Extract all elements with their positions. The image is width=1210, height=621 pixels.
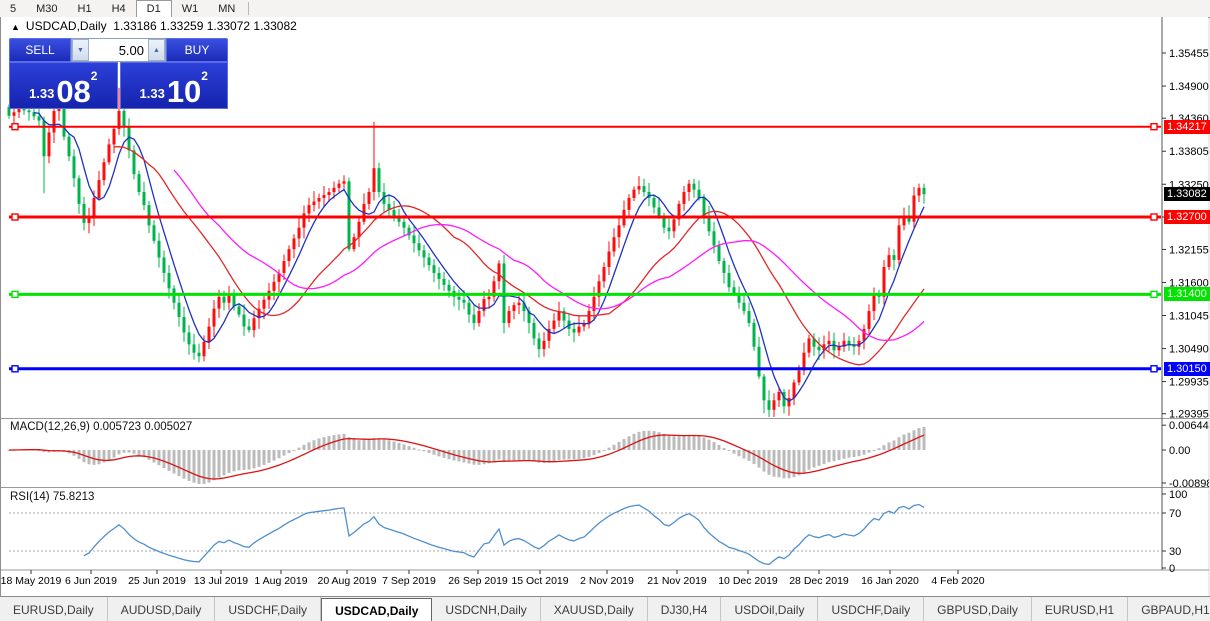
tab-usdchf-daily[interactable]: USDCHF,Daily xyxy=(215,597,322,621)
chart-tab-bar: EURUSD,Daily AUDUSD,Daily USDCHF,Daily USDC… xyxy=(0,596,1210,621)
buy-price-prefix: 1.33 xyxy=(139,86,165,101)
svg-text:1.32155: 1.32155 xyxy=(1169,244,1209,256)
svg-text:2 Nov 2019: 2 Nov 2019 xyxy=(580,575,634,587)
current-price-label: 1.33082 xyxy=(1164,187,1210,202)
chart-ohlc-values: 1.33186 1.33259 1.33072 1.33082 xyxy=(113,19,297,33)
tab-audusd-daily[interactable]: AUDUSD,Daily xyxy=(108,597,216,621)
svg-text:21 Nov 2019: 21 Nov 2019 xyxy=(647,575,707,587)
timeframe-button-MN[interactable]: MN xyxy=(218,2,236,15)
buy-price-display[interactable]: 1.33 10 2 xyxy=(119,62,228,109)
svg-text:0: 0 xyxy=(1169,563,1175,575)
sell-button[interactable]: SELL xyxy=(9,38,71,62)
tab-eurusd-daily[interactable]: EURUSD,Daily xyxy=(0,597,108,621)
svg-text:1.30490: 1.30490 xyxy=(1169,344,1209,356)
svg-text:30: 30 xyxy=(1169,546,1181,558)
timeframe-button-M30[interactable]: M30 xyxy=(36,2,58,15)
timeframe-button-H4[interactable]: H4 xyxy=(111,2,126,15)
tab-usdcnh-daily[interactable]: USDCNH,Daily xyxy=(432,597,541,621)
macd-indicator-label: MACD(12,26,9) 0.005723 0.005027 xyxy=(10,421,193,433)
tab-xauusd-daily[interactable]: XAUUSD,Daily xyxy=(541,597,648,621)
hline-price-label: 1.34217 xyxy=(1164,119,1210,134)
svg-text:70: 70 xyxy=(1169,508,1181,520)
timeframe-button-H1[interactable]: H1 xyxy=(77,2,92,15)
hline-price-label: 1.30150 xyxy=(1164,361,1210,376)
sell-price-prefix: 1.33 xyxy=(29,86,55,101)
tab-gbpaud-h1[interactable]: GBPAUD,H1 xyxy=(1128,597,1210,621)
volume-increase-button[interactable]: ▲ xyxy=(148,39,165,61)
toolbar-separator xyxy=(248,2,250,15)
svg-text:16 Jan 2020: 16 Jan 2020 xyxy=(861,575,919,587)
timeframe-button-5[interactable]: 5 xyxy=(10,2,17,15)
svg-text:10 Dec 2019: 10 Dec 2019 xyxy=(718,575,778,587)
hline-price-label: 1.32700 xyxy=(1164,210,1210,224)
timeframe-toolbar: 5 M30 H1 H4 D1 W1 MN xyxy=(0,0,1210,18)
collapse-icon[interactable]: ▲ xyxy=(11,22,20,32)
svg-text:1.29935: 1.29935 xyxy=(1169,377,1209,389)
hline-price-label: 1.31400 xyxy=(1164,287,1210,302)
svg-text:6 Jun 2019: 6 Jun 2019 xyxy=(65,575,117,587)
tab-usdchf-daily[interactable]: USDCHF,Daily xyxy=(818,597,925,621)
svg-text:15 Oct 2019: 15 Oct 2019 xyxy=(511,575,568,587)
timeframe-button-W1[interactable]: W1 xyxy=(181,2,199,15)
chart-title: ▲ USDCAD,Daily 1.33186 1.33259 1.33072 1.… xyxy=(11,19,297,33)
timeframe-button-D1[interactable]: D1 xyxy=(135,0,172,17)
svg-text:28 Dec 2019: 28 Dec 2019 xyxy=(789,575,849,587)
svg-text:1.31600: 1.31600 xyxy=(1169,277,1209,289)
rsi-indicator-label: RSI(14) 75.8213 xyxy=(10,491,95,503)
sell-price-main: 08 xyxy=(56,73,91,109)
sell-price-pip: 2 xyxy=(90,69,98,83)
svg-text:25 Jun 2019: 25 Jun 2019 xyxy=(128,575,186,587)
tab-usdoil-daily[interactable]: USDOil,Daily xyxy=(721,597,819,621)
svg-text:1.29395: 1.29395 xyxy=(1169,409,1209,421)
svg-text:20 Aug 2019: 20 Aug 2019 xyxy=(318,575,377,587)
svg-text:0.00: 0.00 xyxy=(1169,445,1190,457)
svg-text:-0.008982: -0.008982 xyxy=(1169,478,1209,490)
volume-decrease-button[interactable]: ▼ xyxy=(72,39,89,61)
svg-text:26 Sep 2019: 26 Sep 2019 xyxy=(448,575,508,587)
svg-text:1 Aug 2019: 1 Aug 2019 xyxy=(254,575,307,587)
svg-text:1.31045: 1.31045 xyxy=(1169,311,1209,323)
svg-text:1.34900: 1.34900 xyxy=(1169,81,1209,93)
sell-price-display[interactable]: 1.33 08 2 xyxy=(9,62,118,109)
chart-area: 1.354551.349001.343601.338051.332501.327… xyxy=(0,17,1210,596)
tab-eurusd-h1[interactable]: EURUSD,H1 xyxy=(1032,597,1129,621)
tab-usdcad-daily[interactable]: USDCAD,Daily xyxy=(321,598,433,621)
buy-price-main: 10 xyxy=(166,73,202,109)
svg-text:4 Feb 2020: 4 Feb 2020 xyxy=(931,575,984,587)
one-click-trading-panel: SELL ▼ ▲ BUY 1.33 08 2 1.33 10 2 xyxy=(9,38,228,109)
buy-price-pip: 2 xyxy=(201,69,208,83)
chart-canvas: 1.354551.349001.343601.338051.332501.327… xyxy=(1,17,1209,587)
tab-gbpusd-daily[interactable]: GBPUSD,Daily xyxy=(924,597,1032,621)
svg-text:13 Jul 2019: 13 Jul 2019 xyxy=(194,575,248,587)
chart-tabs: EURUSD,Daily AUDUSD,Daily USDCHF,Daily USDC… xyxy=(0,597,1210,621)
svg-text:7 Sep 2019: 7 Sep 2019 xyxy=(382,575,436,587)
svg-text:18 May 2019: 18 May 2019 xyxy=(1,575,62,587)
svg-text:100: 100 xyxy=(1169,489,1187,501)
svg-text:1.33805: 1.33805 xyxy=(1169,146,1209,158)
buy-button[interactable]: BUY xyxy=(166,38,228,62)
svg-text:1.35455: 1.35455 xyxy=(1169,48,1209,60)
volume-input[interactable] xyxy=(89,39,148,61)
chart-symbol-label: USDCAD,Daily xyxy=(25,19,107,33)
tab-dj30-h4[interactable]: DJ30,H4 xyxy=(648,597,722,621)
svg-text:0.006448: 0.006448 xyxy=(1169,420,1209,432)
